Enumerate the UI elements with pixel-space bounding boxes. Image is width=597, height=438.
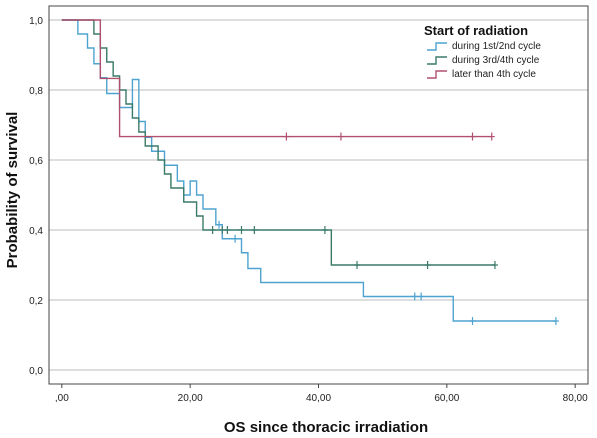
y-tick-label: 0,8 [29,86,43,97]
x-tick-label: 60,00 [434,393,459,404]
series-line [61,19,495,266]
y-axis-ticks: 0,0 0,2 0,4 0,6 0,8 1,0 [29,16,43,377]
series-group [61,19,498,269]
censor-mark [491,261,498,269]
x-tick-label: 40,00 [306,393,331,404]
censor-mark [469,317,476,325]
censor-mark [219,226,226,234]
y-axis-title: Probability of survival [4,112,21,269]
series-layer [61,19,559,325]
legend-label: later than 4th cycle [452,69,536,80]
x-tick-label: 80,00 [563,393,588,404]
censor-mark [224,226,231,234]
legend-swatch [427,42,447,51]
x-axis-ticks: ,00 20,00 40,00 60,00 80,00 [55,384,588,404]
censor-mark [411,292,418,301]
y-tick-label: 0,4 [29,226,43,237]
legend: Start of radiation during 1st/2nd cycled… [424,23,541,80]
censor-mark [337,132,344,141]
censor-mark [283,132,290,141]
censor-mark [238,226,245,234]
censor-mark [488,132,495,141]
censor-mark [216,220,223,229]
censor-mark [209,226,216,234]
censor-mark [424,261,431,269]
x-axis-title: OS since thoracic irradiation [224,419,428,436]
legend-items: during 1st/2nd cycle during 3rd/4th cycle… [427,41,541,80]
censor-mark [469,132,476,141]
censor-mark [251,226,258,234]
censor-mark [418,292,425,301]
legend-swatch [427,56,447,65]
censor-mark [232,234,239,243]
y-tick-label: 1,0 [29,16,43,27]
series-group [61,19,495,141]
series-line [61,19,492,138]
censor-mark [354,261,360,269]
legend-label: during 3rd/4th cycle [452,55,540,66]
legend-label: during 1st/2nd cycle [452,41,541,52]
y-tick-label: 0,0 [29,366,43,377]
y-tick-label: 0,6 [29,156,43,167]
censor-mark [321,226,328,234]
legend-swatch [427,70,447,79]
censor-mark [552,317,559,325]
x-tick-label: ,00 [55,393,69,404]
y-tick-label: 0,2 [29,296,43,307]
legend-title: Start of radiation [424,23,528,38]
x-tick-label: 20,00 [178,393,203,404]
